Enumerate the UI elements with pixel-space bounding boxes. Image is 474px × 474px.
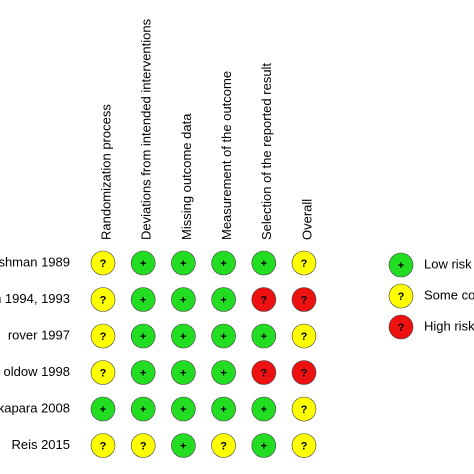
symbol: + [180,258,186,270]
symbol: + [180,367,186,379]
column-label: Missing outcome data [179,113,194,240]
symbol: + [140,367,146,379]
legend-label: Low risk [424,256,472,271]
symbol: ? [301,404,308,416]
judgement-cell [211,287,236,312]
judgement-cell [171,287,196,312]
symbol: + [261,258,267,270]
symbol: + [261,331,267,343]
column-label: Randomization process [98,104,113,240]
judgement-cell [291,287,317,312]
symbol: ? [100,367,107,379]
symbol: + [180,440,186,452]
judgement-cell [90,433,116,458]
symbol: + [140,404,146,416]
judgement-cell [171,433,196,458]
judgement-cell [90,323,116,349]
symbol: + [220,404,226,416]
judgement-cell [130,433,156,458]
judgement-cell [251,360,277,385]
judgement-cell [211,433,236,458]
symbol: ? [100,331,107,343]
symbol: ? [100,440,107,452]
judgement-cell [291,396,317,422]
row-label: Reis 2015 [11,437,70,452]
judgement-cell [171,323,196,349]
legend-label: High risk [424,318,474,333]
judgement-cell [171,396,196,422]
symbol: ? [301,440,308,452]
symbol: ? [100,294,107,306]
symbol: + [180,294,186,306]
symbol: + [220,367,226,379]
symbol: + [220,258,226,270]
symbol: ? [220,440,227,452]
judgement-cell [251,323,277,349]
symbol: + [180,404,186,416]
symbol: + [140,258,146,270]
symbol: + [100,404,106,416]
row-label: n 1994, 1993 [0,291,70,306]
judgement-cell [211,323,236,349]
judgement-cell [251,250,277,276]
symbol: ? [301,331,308,343]
legend-marker [388,283,414,309]
symbol: + [220,331,226,343]
symbol: ? [260,367,267,379]
judgement-cell [130,396,156,422]
row-label: kapara 2008 [0,400,70,415]
judgement-cell [291,433,317,458]
legend-marker [388,252,414,278]
judgement-cell [130,287,156,312]
judgement-cell [291,360,317,385]
symbol: ? [398,322,405,334]
symbol: + [140,294,146,306]
symbol: + [180,331,186,343]
judgement-cell [291,323,317,349]
judgement-cell [130,360,156,385]
symbol: ? [100,258,107,270]
judgement-cell [251,287,277,312]
column-label: Measurement of the outcome [219,71,234,240]
row-label: rover 1997 [8,327,70,342]
symbol: + [220,294,226,306]
column-label: Overall [299,199,314,240]
column-label: Selection of the reported result [259,63,274,240]
symbol: + [398,260,404,272]
judgement-cell [291,250,317,276]
symbol: ? [398,291,405,303]
judgement-cell [90,360,116,385]
legend-label: Some co [424,287,474,302]
judgement-cell [130,323,156,349]
judgement-cell [251,433,277,458]
symbol: ? [260,294,267,306]
symbol: + [261,404,267,416]
symbol: ? [301,367,308,379]
judgement-cell [171,360,196,385]
symbol: ? [301,258,308,270]
judgement-cell [211,396,236,422]
symbol: + [261,440,267,452]
judgement-cell [90,250,116,276]
judgement-cell [171,250,196,276]
column-label: Deviations from intended interventions [139,18,154,240]
judgement-cell [130,250,156,276]
legend-marker [388,314,414,340]
judgement-cell [90,396,116,422]
judgement-cell [211,360,236,385]
symbol: + [140,331,146,343]
row-label: oldow 1998 [4,364,71,379]
judgement-cell [251,396,277,422]
judgement-cell [211,250,236,276]
symbol: ? [140,440,147,452]
symbol: ? [301,294,308,306]
judgement-cell [90,287,116,312]
row-label: shman 1989 [0,254,70,269]
